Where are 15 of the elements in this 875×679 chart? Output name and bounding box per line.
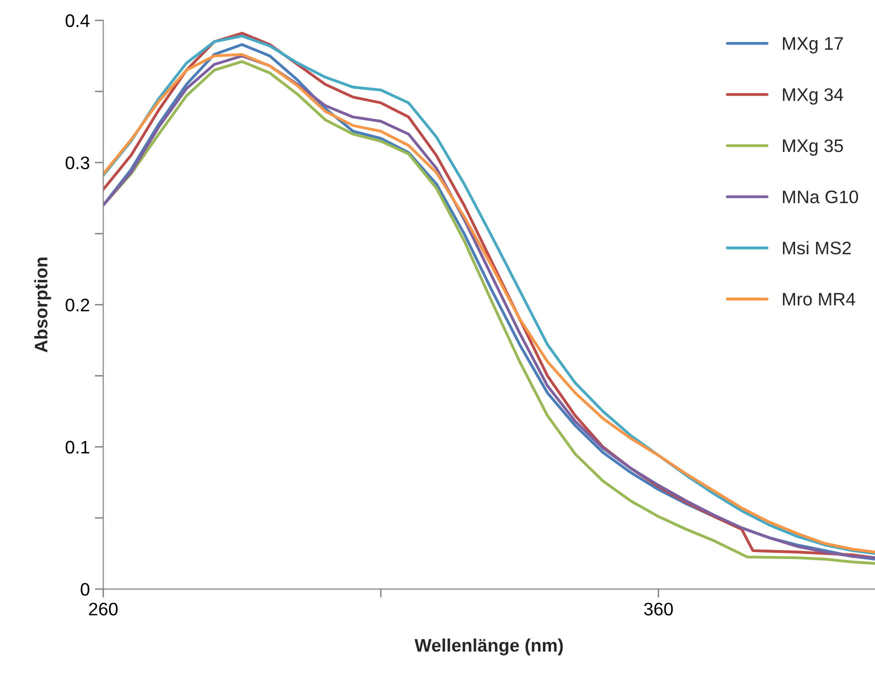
- x-tick-label: 360: [644, 602, 673, 616]
- legend-label: MXg 35: [782, 139, 843, 156]
- y-tick-label: 0.1: [66, 440, 90, 454]
- y-axis-title: Absorption: [34, 258, 52, 352]
- x-tick-label: 260: [89, 602, 118, 616]
- y-tick-label: 0.2: [66, 298, 90, 312]
- legend-label: MNa G10: [782, 190, 858, 204]
- y-tick-label: 0.4: [66, 14, 90, 28]
- legend-label: Msi MS2: [782, 241, 851, 254]
- x-axis-title: Wellenlänge (nm): [414, 638, 563, 656]
- y-tick-label: 0: [80, 582, 90, 596]
- legend-label: MXg 17: [782, 37, 843, 54]
- y-tick-label: 0.3: [66, 156, 90, 170]
- legend-label: Mro MR4: [782, 292, 856, 306]
- legend-label: MXg 34: [782, 88, 844, 105]
